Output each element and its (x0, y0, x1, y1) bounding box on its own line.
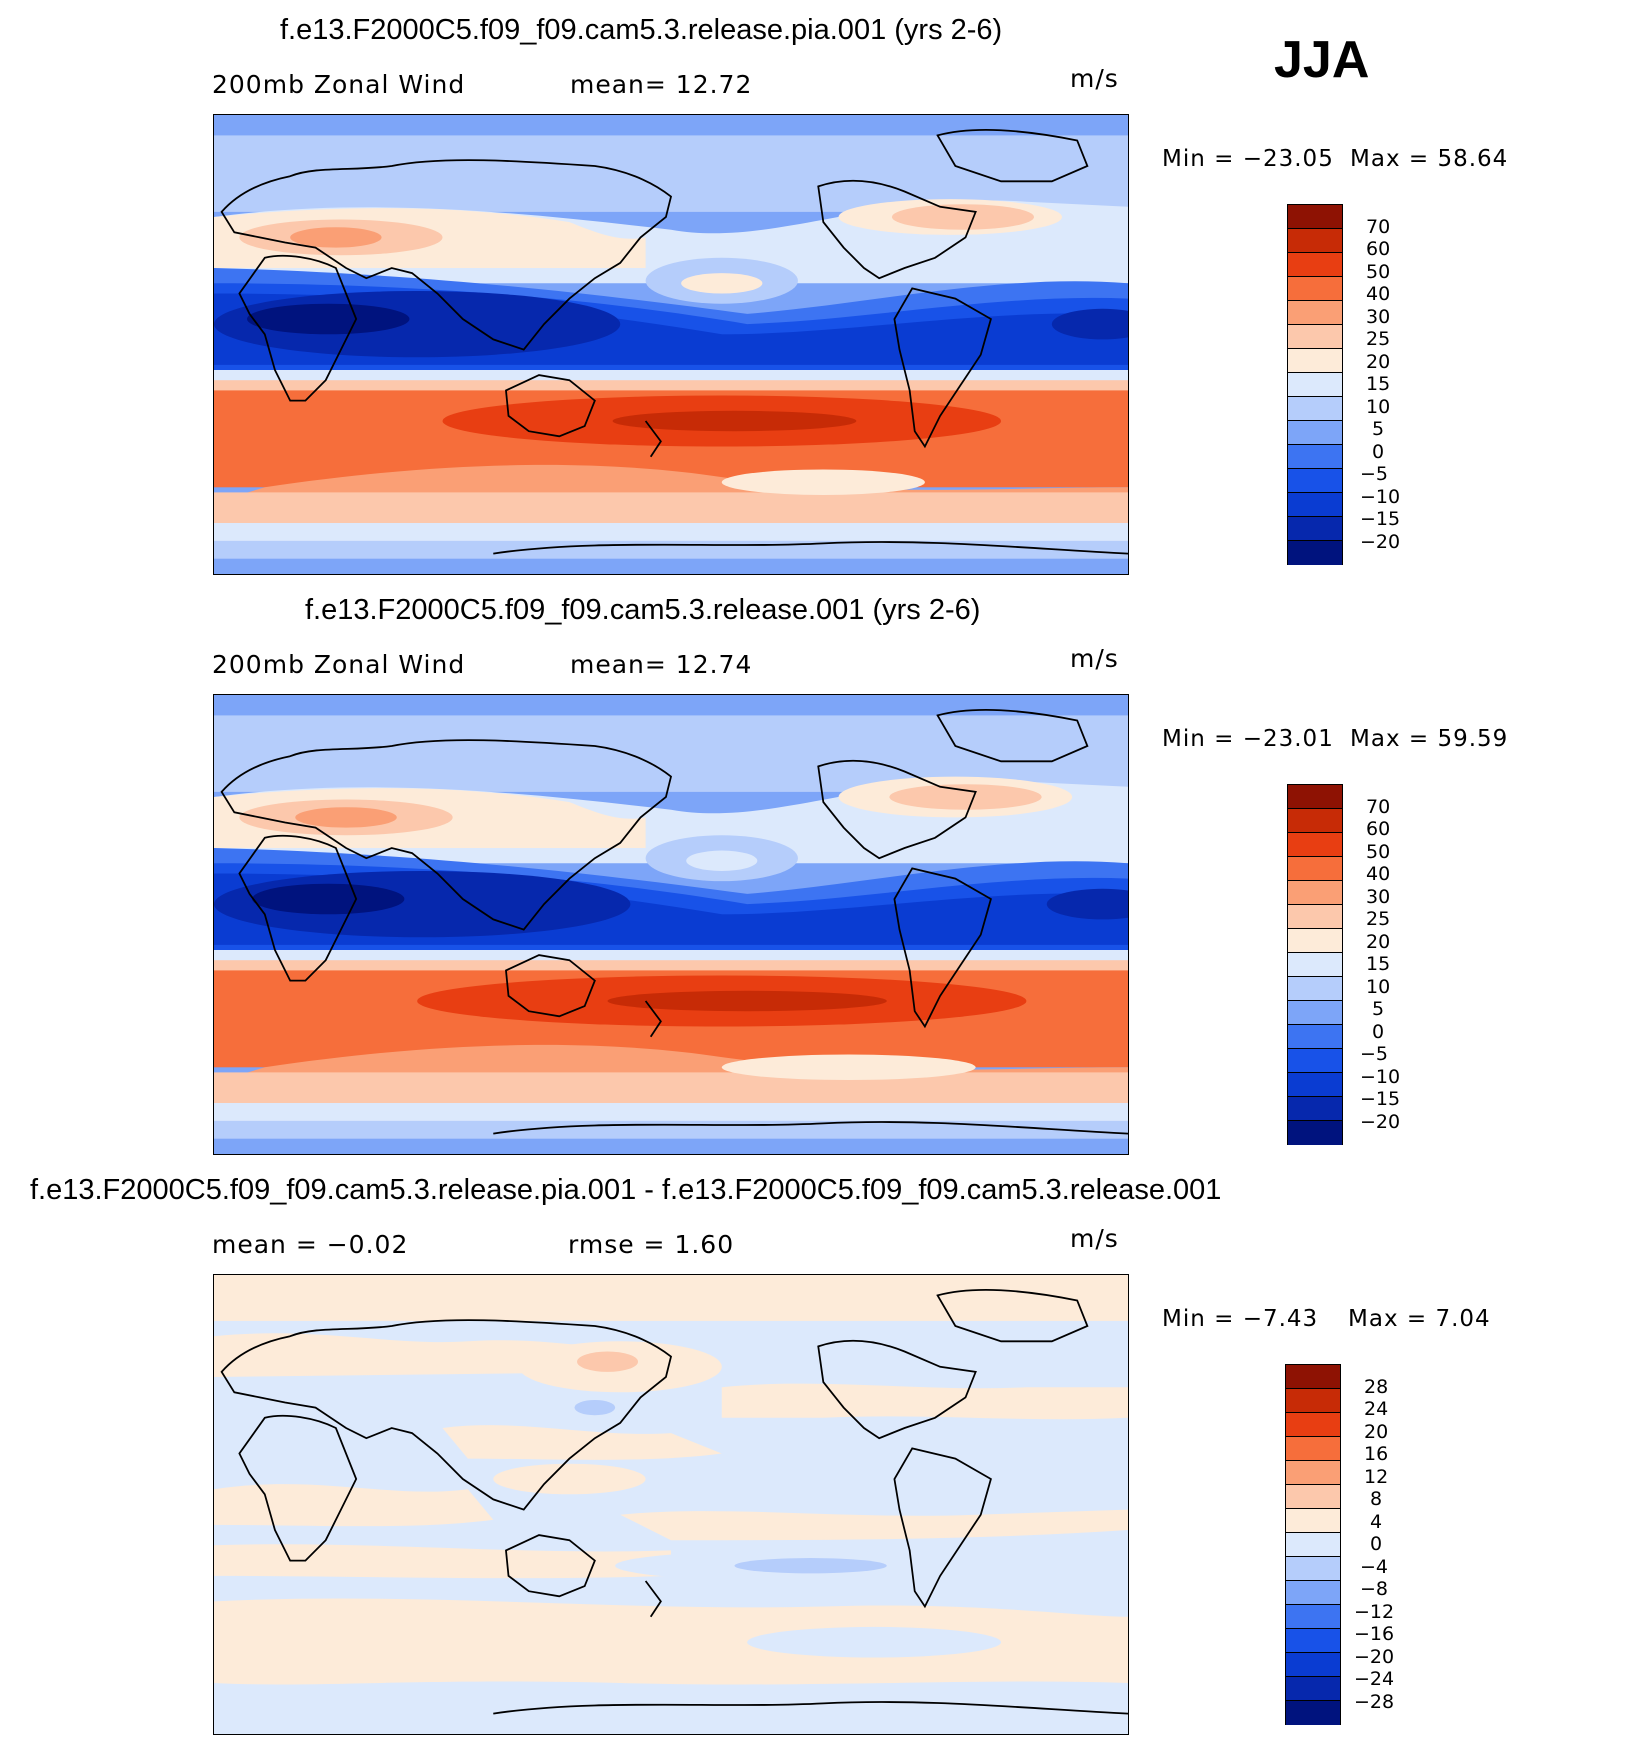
panel-3-title: f.e13.F2000C5.f09_f09.cam5.3.release.pia… (30, 1174, 1222, 1206)
colorbar-tick: −24 (1354, 1668, 1395, 1690)
colorbar-tick: 50 (1366, 261, 1391, 283)
colorbar-tick: 24 (1364, 1398, 1389, 1420)
colorbar-tick: −12 (1354, 1601, 1395, 1623)
colorbar-tick: 20 (1366, 351, 1391, 373)
panel-1-colorbar (1287, 204, 1343, 565)
colorbar-tick: −20 (1360, 531, 1401, 553)
colorbar-tick: −5 (1360, 1043, 1389, 1065)
colorbar-tick: −8 (1360, 1578, 1389, 1600)
colorbar-tick: 50 (1366, 841, 1391, 863)
panel-1-map (213, 114, 1129, 575)
colorbar-tick: 15 (1366, 373, 1391, 395)
panel-1-units: m/s (1070, 64, 1119, 93)
colorbar-tick: 25 (1366, 908, 1391, 930)
panel-3-min-label: Min = −7.43 (1162, 1306, 1319, 1332)
colorbar-tick: 40 (1366, 283, 1391, 305)
panel-2-zonal-wind-field (214, 695, 1128, 1154)
colorbar-tick: 0 (1370, 1533, 1383, 1555)
colorbar-tick: −16 (1354, 1623, 1395, 1645)
colorbar-tick: 10 (1366, 976, 1391, 998)
colorbar-tick: 5 (1372, 998, 1385, 1020)
panel-1-min-label: Min = −23.05 (1162, 146, 1334, 172)
colorbar-tick: −15 (1360, 1088, 1401, 1110)
colorbar-tick: 10 (1366, 396, 1391, 418)
colorbar-tick: −20 (1360, 1111, 1401, 1133)
panel-3-rmse-label: rmse = 1.60 (568, 1230, 735, 1259)
panel-2-coastlines (220, 708, 1128, 1135)
colorbar-tick: 15 (1366, 953, 1391, 975)
colorbar-tick: −10 (1360, 486, 1401, 508)
colorbar-tick: −10 (1360, 1066, 1401, 1088)
panel-3-colorbar (1285, 1364, 1341, 1725)
colorbar-tick: 0 (1372, 1021, 1385, 1043)
panel-1-title: f.e13.F2000C5.f09_f09.cam5.3.release.pia… (280, 14, 1003, 46)
colorbar-tick: 40 (1366, 863, 1391, 885)
panel-1-coastlines (220, 128, 1128, 555)
panel-2-colorbar (1287, 784, 1343, 1145)
panel-3-units: m/s (1070, 1224, 1119, 1253)
panel-2-units: m/s (1070, 644, 1119, 673)
panel-2-title: f.e13.F2000C5.f09_f09.cam5.3.release.001… (305, 594, 981, 626)
panel-2-min-label: Min = −23.01 (1162, 726, 1334, 752)
colorbar-tick: −4 (1360, 1556, 1389, 1578)
colorbar-tick: −5 (1360, 463, 1389, 485)
panel-1-variable-label: 200mb Zonal Wind (212, 70, 466, 99)
panel-1-zonal-wind-field (214, 115, 1128, 574)
panel-2-variable-label: 200mb Zonal Wind (212, 650, 466, 679)
colorbar-tick: 70 (1366, 216, 1391, 238)
colorbar-tick: 12 (1364, 1466, 1389, 1488)
panel-3-difference-field (214, 1275, 1128, 1734)
panel-2-mean-label: mean= 12.74 (570, 650, 753, 679)
panel-2-map (213, 694, 1129, 1155)
colorbar-tick: 5 (1372, 418, 1385, 440)
colorbar-tick: −20 (1354, 1646, 1395, 1668)
panel-1-max-label: Max = 58.64 (1350, 146, 1509, 172)
panel-3-map (213, 1274, 1129, 1735)
season-label: JJA (1274, 31, 1370, 89)
colorbar-tick: 0 (1372, 441, 1385, 463)
colorbar-tick: 4 (1370, 1511, 1383, 1533)
colorbar-tick: 30 (1366, 886, 1391, 908)
panel-1-mean-label: mean= 12.72 (570, 70, 753, 99)
colorbar-tick: 16 (1364, 1443, 1389, 1465)
colorbar-tick: 28 (1364, 1376, 1389, 1398)
panel-2-max-label: Max = 59.59 (1350, 726, 1509, 752)
colorbar-tick: 60 (1366, 238, 1391, 260)
panel-3-max-label: Max = 7.04 (1348, 1306, 1491, 1332)
colorbar-tick: 70 (1366, 796, 1391, 818)
colorbar-tick: 8 (1370, 1488, 1383, 1510)
colorbar-tick: −15 (1360, 508, 1401, 530)
colorbar-tick: 20 (1364, 1421, 1389, 1443)
colorbar-tick: −28 (1354, 1691, 1395, 1713)
colorbar-tick: 60 (1366, 818, 1391, 840)
panel-3-coastlines (220, 1288, 1128, 1715)
panel-3-mean-label: mean = −0.02 (212, 1230, 409, 1259)
colorbar-tick: 20 (1366, 931, 1391, 953)
colorbar-tick: 30 (1366, 306, 1391, 328)
colorbar-tick: 25 (1366, 328, 1391, 350)
